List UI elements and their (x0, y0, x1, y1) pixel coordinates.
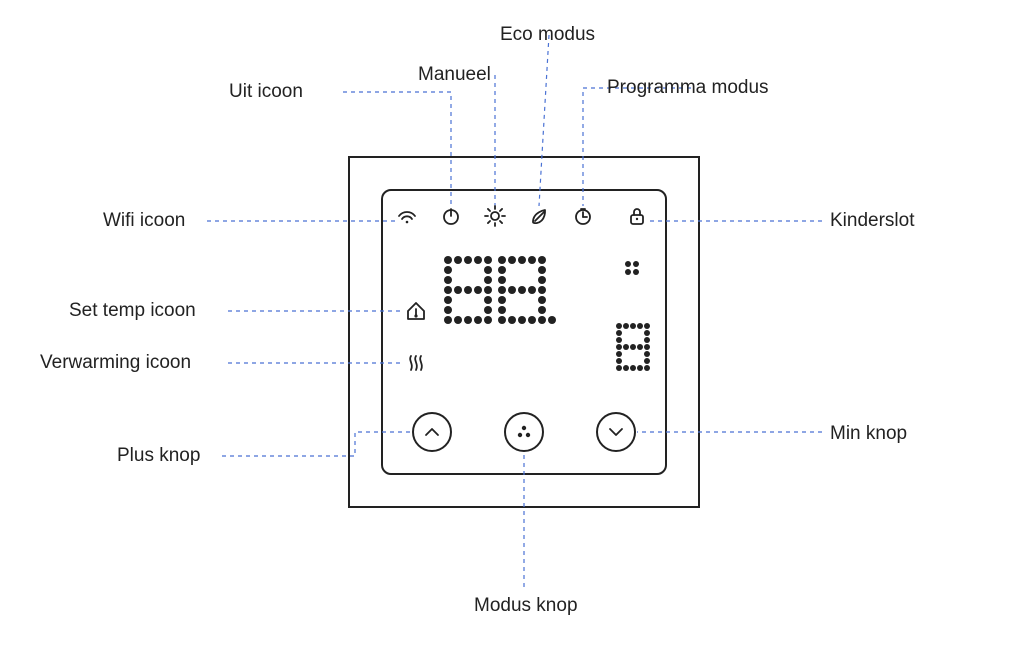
label-wifi-icon: Wifi icoon (103, 210, 185, 232)
label-plus-button: Plus knop (117, 445, 200, 467)
wifi-icon (396, 207, 418, 230)
power-off-icon (441, 206, 461, 231)
minus-button[interactable] (596, 412, 636, 452)
program-mode-icon (573, 206, 593, 231)
label-program-mode: Programma modus (607, 77, 769, 99)
label-off-icon: Uit icoon (229, 81, 303, 103)
manual-mode-icon (484, 205, 506, 232)
set-temp-icon (404, 299, 428, 328)
label-heating-icon: Verwarming icoon (40, 352, 191, 374)
mode-button[interactable] (504, 412, 544, 452)
label-child-lock: Kinderslot (830, 210, 915, 232)
label-set-temp-icon: Set temp icoon (69, 300, 196, 322)
label-eco-mode: Eco modus (500, 24, 595, 46)
label-mode-button: Modus knop (474, 595, 578, 617)
eco-mode-icon (529, 206, 549, 231)
label-minus-button: Min knop (830, 423, 907, 445)
heating-icon (405, 352, 427, 379)
label-manual: Manueel (418, 64, 491, 86)
child-lock-icon (627, 205, 647, 232)
plus-button[interactable] (412, 412, 452, 452)
